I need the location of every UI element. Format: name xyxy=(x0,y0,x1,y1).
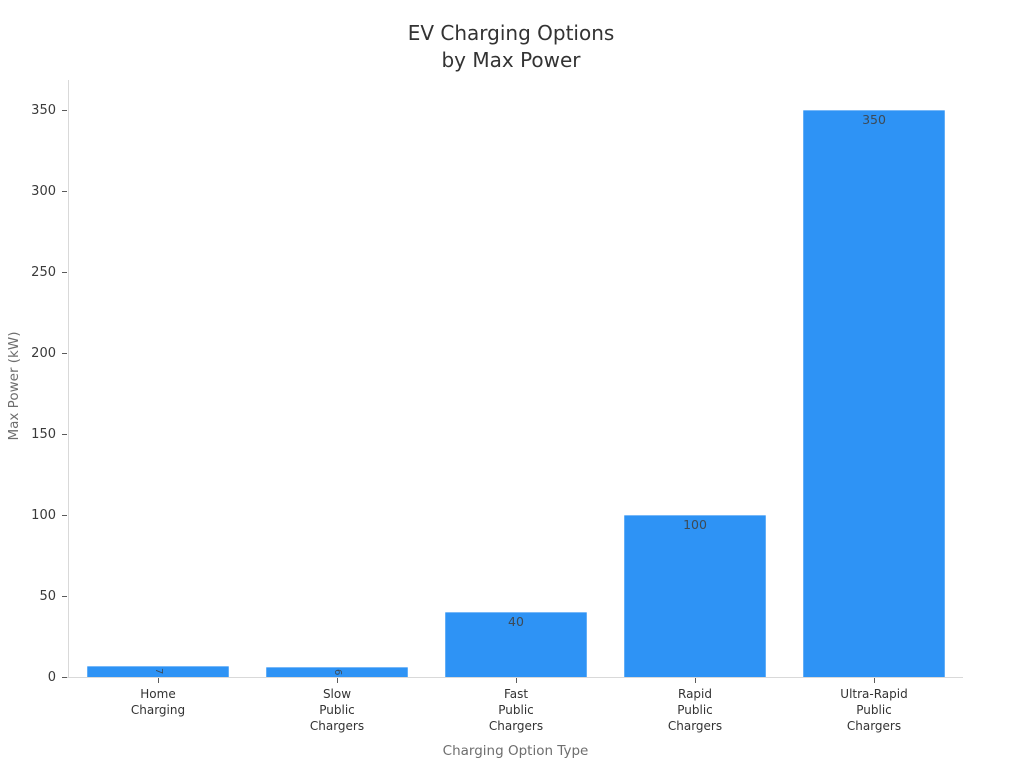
x-category-label-line: Chargers xyxy=(846,719,902,733)
bar-3[interactable] xyxy=(624,515,766,677)
x-tick-mark xyxy=(873,678,875,683)
y-tick-mark xyxy=(62,109,67,111)
x-category-label: Ultra-Rapid Public Chargers xyxy=(785,686,963,734)
chart-title: EV Charging Options by Max Power xyxy=(0,20,1022,74)
x-category-label-line: Rapid xyxy=(678,687,712,701)
y-tick-mark xyxy=(62,352,67,354)
x-category-label: Rapid Public Chargers xyxy=(606,686,784,734)
bar-2[interactable] xyxy=(445,612,587,677)
y-tick-label: 200 xyxy=(31,346,56,361)
bar-value-label: 40 xyxy=(508,614,524,630)
bar-4[interactable] xyxy=(803,110,945,677)
x-category-label-line: Charging xyxy=(130,703,186,717)
x-category-label-line: Chargers xyxy=(309,719,365,733)
y-tick-label: 50 xyxy=(39,589,56,604)
y-tick-mark xyxy=(62,595,67,597)
bar-value-label: 6 xyxy=(266,667,408,677)
x-category-label: Home Charging xyxy=(69,686,247,718)
y-axis-line xyxy=(68,80,69,677)
bar-1[interactable] xyxy=(266,667,408,677)
x-category-label-line: Fast xyxy=(503,687,529,701)
y-tick-label: 300 xyxy=(31,184,56,199)
chart-title-line2: by Max Power xyxy=(441,48,581,72)
y-tick-label: 100 xyxy=(31,508,56,523)
bar-value-label: 350 xyxy=(862,112,886,127)
y-tick-mark xyxy=(62,514,67,516)
y-tick-label: 350 xyxy=(31,103,56,118)
bar-0[interactable] xyxy=(87,665,229,677)
y-tick-label: 150 xyxy=(31,427,56,442)
x-category-label-line: Chargers xyxy=(667,719,723,733)
bar-value-label: 7 xyxy=(87,666,229,677)
y-tick-mark xyxy=(62,676,67,678)
y-tick-label: 0 xyxy=(47,670,56,685)
x-category-label-line: Home xyxy=(140,687,176,701)
bar-value-label: 100 xyxy=(683,517,707,532)
y-tick-mark xyxy=(62,190,67,192)
y-tick-mark xyxy=(62,271,67,273)
x-tick-mark xyxy=(694,678,696,683)
x-category-label-line: Public xyxy=(319,703,355,717)
bar-value-label-text: 6 xyxy=(332,668,343,676)
x-tick-mark xyxy=(515,678,517,683)
x-category-label-line: Public xyxy=(677,703,713,717)
y-tick-mark xyxy=(62,433,67,435)
x-tick-mark xyxy=(157,678,159,683)
plot-area: 0 50 100 150 200 250 300 350 7 6 40 100 350 Home Cha… xyxy=(31,80,963,733)
chart-title-line1: EV Charging Options xyxy=(407,21,615,45)
x-category-label-line: Public xyxy=(856,703,892,717)
x-category-label-line: Chargers xyxy=(488,719,544,733)
x-category-label: Fast Public Chargers xyxy=(427,686,605,734)
x-axis-line xyxy=(62,677,963,678)
x-category-label-line: Ultra-Rapid xyxy=(840,687,908,701)
bar-value-label-text: 7 xyxy=(153,668,164,675)
x-category-label: Slow Public Chargers xyxy=(248,686,426,734)
x-tick-mark xyxy=(336,678,338,683)
x-axis-title: Charging Option Type xyxy=(442,743,589,759)
y-tick-label: 250 xyxy=(31,265,56,280)
x-category-label-line: Public xyxy=(498,703,534,717)
x-category-label-line: Slow xyxy=(322,687,352,701)
